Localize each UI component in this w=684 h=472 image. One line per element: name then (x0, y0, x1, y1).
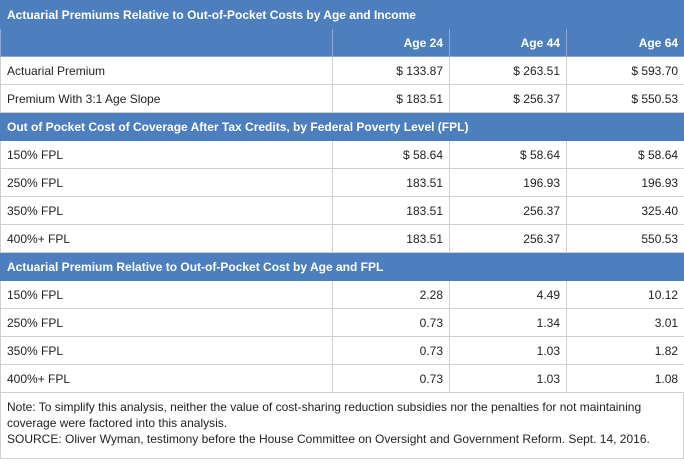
cell-value: 196.93 (449, 168, 567, 197)
cell-value: $ 256.37 (449, 84, 567, 113)
data-row: 150% FPL $ 58.64 $ 58.64 $ 58.64 (0, 140, 684, 169)
row-label: 350% FPL (0, 336, 333, 365)
data-row: 350% FPL 0.73 1.03 1.82 (0, 336, 684, 365)
footnote: Note: To simplify this analysis, neither… (0, 393, 684, 459)
header-cell (0, 28, 333, 57)
section-row: Out of Pocket Cost of Coverage After Tax… (0, 112, 684, 141)
table-body: Actuarial Premiums Relative to Out-of-Po… (0, 0, 684, 393)
cell-value: $ 58.64 (449, 140, 567, 169)
row-label: 400%+ FPL (0, 364, 333, 393)
cell-value: 256.37 (449, 224, 567, 253)
cell-value: 1.08 (565, 364, 684, 393)
cell-value: 1.03 (449, 336, 567, 365)
cell-value: 3.01 (565, 308, 684, 337)
column-header: Age 44 (449, 28, 567, 57)
cell-value: 4.49 (449, 280, 567, 309)
row-label: 150% FPL (0, 280, 333, 309)
row-label: 350% FPL (0, 196, 333, 225)
data-row: 250% FPL 183.51 196.93 196.93 (0, 168, 684, 197)
cell-value: 2.28 (332, 280, 450, 309)
cell-value: 10.12 (565, 280, 684, 309)
section-row: Actuarial Premiums Relative to Out-of-Po… (0, 0, 684, 29)
column-header: Age 64 (565, 28, 684, 57)
data-row: Premium With 3:1 Age Slope $ 183.51 $ 256.… (0, 84, 684, 113)
data-row: 400%+ FPL 183.51 256.37 550.53 (0, 224, 684, 253)
cell-value: $ 263.51 (449, 56, 567, 85)
cell-value: $ 133.87 (332, 56, 450, 85)
cell-value: 183.51 (332, 196, 450, 225)
data-row: 400%+ FPL 0.73 1.03 1.08 (0, 364, 684, 393)
cell-value: 196.93 (565, 168, 684, 197)
source: SOURCE: Oliver Wyman, testimony before t… (7, 432, 650, 446)
cell-value: 1.82 (565, 336, 684, 365)
cell-value: $ 550.53 (565, 84, 684, 113)
row-label: 250% FPL (0, 168, 333, 197)
cell-value: $ 58.64 (565, 140, 684, 169)
header-row: Age 24 Age 44 Age 64 (0, 28, 684, 57)
cell-value: 183.51 (332, 168, 450, 197)
cell-value: 1.03 (449, 364, 567, 393)
row-label: 150% FPL (0, 140, 333, 169)
section-title: Actuarial Premiums Relative to Out-of-Po… (0, 0, 684, 29)
section-row: Actuarial Premium Relative to Out-of-Poc… (0, 252, 684, 281)
section-title: Actuarial Premium Relative to Out-of-Poc… (0, 252, 684, 281)
row-label: 250% FPL (0, 308, 333, 337)
cell-value: $ 183.51 (332, 84, 450, 113)
cell-value: 1.34 (449, 308, 567, 337)
cell-value: 256.37 (449, 196, 567, 225)
row-label: Premium With 3:1 Age Slope (0, 84, 333, 113)
data-row: 350% FPL 183.51 256.37 325.40 (0, 196, 684, 225)
data-row: 250% FPL 0.73 1.34 3.01 (0, 308, 684, 337)
cell-value: $ 593.70 (565, 56, 684, 85)
cell-value: $ 58.64 (332, 140, 450, 169)
cell-value: 0.73 (332, 364, 450, 393)
note: Note: To simplify this analysis, neither… (7, 400, 642, 430)
cell-value: 0.73 (332, 308, 450, 337)
cell-value: 325.40 (565, 196, 684, 225)
cell-value: 550.53 (565, 224, 684, 253)
data-row: 150% FPL 2.28 4.49 10.12 (0, 280, 684, 309)
row-label: Actuarial Premium (0, 56, 333, 85)
column-header: Age 24 (332, 28, 450, 57)
section-title: Out of Pocket Cost of Coverage After Tax… (0, 112, 684, 141)
data-table: Actuarial Premiums Relative to Out-of-Po… (0, 0, 684, 393)
data-row: Actuarial Premium $ 133.87 $ 263.51 $ 593.7… (0, 56, 684, 85)
cell-value: 183.51 (332, 224, 450, 253)
cell-value: 0.73 (332, 336, 450, 365)
row-label: 400%+ FPL (0, 224, 333, 253)
